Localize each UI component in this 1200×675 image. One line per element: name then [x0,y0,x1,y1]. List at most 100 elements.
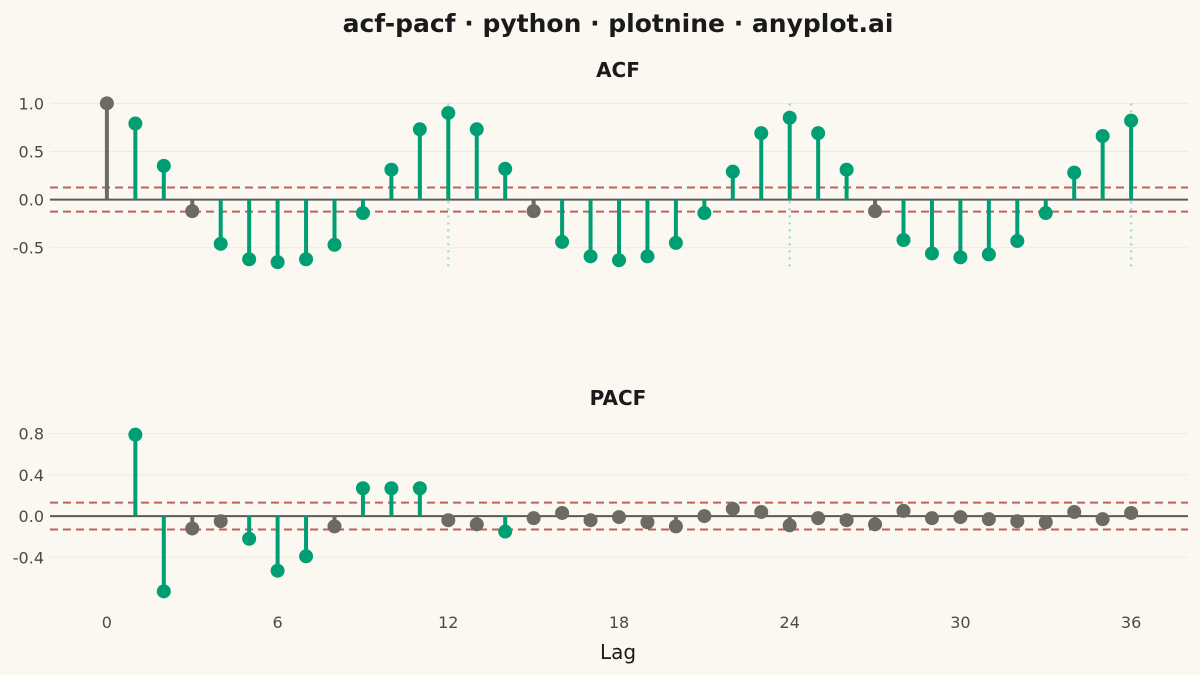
acf-stem-point [896,232,911,247]
pacf-stem-point [299,549,314,564]
acf-stem-lag-17 [583,199,598,264]
acf-stem-lag-7 [299,199,314,267]
acf-stem-lag-23 [754,126,769,200]
acf-stem-point [498,161,513,176]
acf-stem-lag-27 [868,199,883,219]
acf-stem-lag-18 [612,199,626,268]
pacf-stem-lag-33 [1038,515,1053,530]
x-tick-label: 18 [609,613,629,632]
pacf-stem-point [355,481,370,496]
acf-stem-lag-31 [981,199,996,262]
acf-stem-point [953,250,968,265]
pacf-stem-point [640,515,655,530]
pacf-stem-lag-12 [441,513,456,528]
x-tick-labels: 0 6 12 18 24 30 36 [102,613,1141,632]
pacf-stem-point [526,511,541,526]
acf-stem-point [242,252,257,267]
pacf-stem-lag-26 [839,513,854,528]
pacf-stem-lag-9 [355,481,370,517]
acf-stem-point [1095,129,1110,144]
pacf-y-tick-label: 0.4 [19,466,44,485]
acf-stem-point [412,122,427,137]
pacf-stem-point [981,512,996,527]
acf-stem-point [811,126,826,141]
acf-stem-point [469,122,484,137]
pacf-stem-point [839,513,854,528]
acf-y-tick-label: 0.0 [19,191,44,210]
acf-y-tick-label: 0.5 [19,142,44,161]
pacf-stem-point [412,481,427,496]
acf-stem-point [1067,165,1082,180]
acf-stem-lag-32 [1010,199,1025,248]
pacf-stem-point [697,509,712,524]
acf-stem-lag-15 [526,199,541,219]
acf-stem-point [612,253,626,268]
pacf-stem-lag-3 [185,516,200,536]
acf-stem-point [725,164,740,179]
acf-stem-lag-5 [242,199,257,267]
acf-stem-lag-19 [640,199,655,264]
pacf-y-tick-label: 0.8 [19,425,44,444]
pacf-stem-point [811,511,826,526]
pacf-panel: PACF 0.8 0.4 0.0 -0.4 0 6 12 18 24 30 36 [13,386,1188,632]
pacf-stem-lag-29 [924,511,939,526]
pacf-stem-lag-19 [640,515,655,530]
acf-stem-lag-2 [156,158,171,200]
acf-stem-lag-14 [498,161,513,200]
pacf-stem-lag-18 [612,510,626,525]
acf-stem-point [213,236,228,251]
x-tick-label: 6 [273,613,283,632]
pacf-y-tick-label: -0.4 [13,548,44,567]
pacf-stem-point [953,510,968,525]
acf-stem-point [868,204,883,219]
pacf-stem-lag-10 [384,481,399,517]
acf-y-tick-label: -0.5 [13,239,44,258]
acf-stem-point [384,162,399,177]
acf-stem-lag-10 [384,162,399,200]
pacf-stem-point [441,513,456,528]
pacf-stem-lag-28 [896,503,911,518]
acf-stem-point [924,246,939,261]
pacf-stem-lag-31 [981,512,996,527]
acf-stem-lag-25 [811,126,826,200]
acf-stem-point [156,158,171,173]
acf-stem-lag-6 [270,199,285,270]
x-tick-label: 12 [438,613,458,632]
acf-panel: ACF 1.0 0.5 0.0 -0.5 [13,58,1188,270]
acf-stem-point [355,206,370,221]
acf-stem-point [185,204,200,219]
pacf-stem-lag-15 [526,511,541,526]
chart-title: acf-pacf · python · plotnine · anyplot.a… [343,9,894,38]
pacf-stem-point [498,524,513,539]
acf-stem-point [526,204,541,219]
acf-stem-point [782,110,797,125]
pacf-stem-point [1038,515,1053,530]
acf-y-tick-labels: 1.0 0.5 0.0 -0.5 [13,94,44,257]
acf-stem-point [697,206,712,221]
pacf-stem-point [1124,505,1139,520]
acf-stem-lag-3 [185,199,200,219]
pacf-stem-point [270,563,285,578]
pacf-stem-lag-6 [270,516,285,578]
x-tick-label: 36 [1121,613,1141,632]
pacf-stem-point [1095,512,1110,527]
pacf-stem-point [1010,514,1025,529]
acf-stem-lag-16 [555,199,570,249]
pacf-gridlines [50,433,1188,558]
acf-stem-lag-9 [355,199,370,221]
pacf-stem-point [128,427,143,442]
pacf-stem-lag-14 [498,516,513,539]
acf-stem-lag-26 [839,162,854,200]
pacf-y-tick-label: 0.0 [19,507,44,526]
x-tick-label: 30 [950,613,970,632]
acf-stem-point [839,162,854,177]
pacf-stem-lag-32 [1010,514,1025,529]
pacf-stem-point [583,513,598,528]
pacf-stem-point [725,501,740,516]
pacf-stem-point [156,584,171,599]
pacf-stem-point [896,503,911,518]
acf-stem-lag-36 [1124,113,1139,200]
pacf-stem-point [384,481,399,496]
pacf-stem-point [612,510,626,525]
pacf-stem-point [555,505,570,520]
